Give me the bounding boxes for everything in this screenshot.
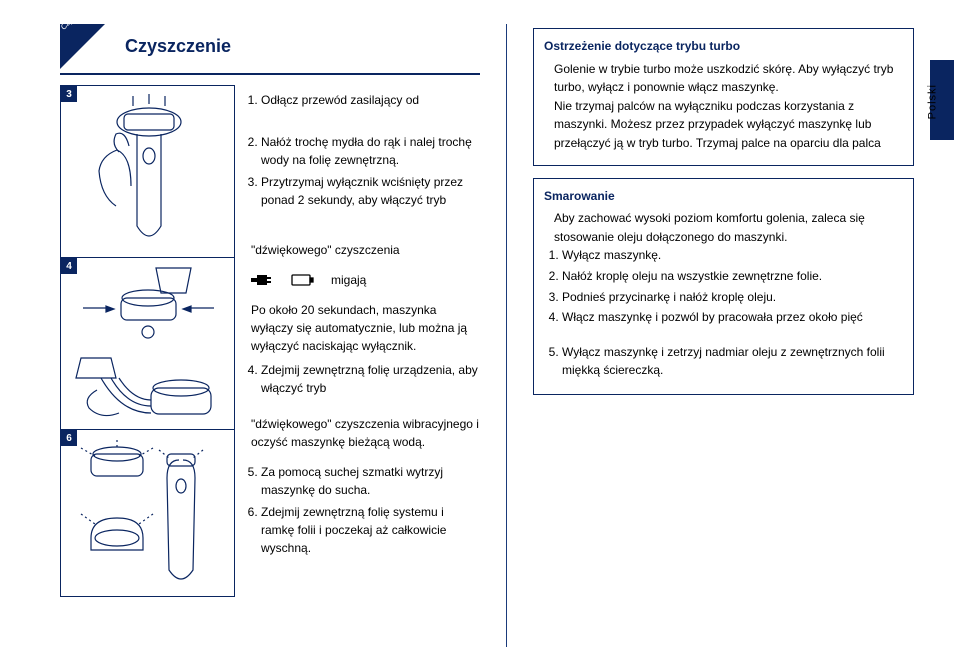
- corner-triangle: Czyszczenie: [60, 24, 105, 69]
- lubrication-box: Smarowanie Aby zachować wysoki poziom ko…: [533, 178, 914, 395]
- battery-icon: [291, 274, 315, 286]
- corner-label: Czyszczenie: [52, 0, 104, 38]
- column-separator: [506, 24, 507, 647]
- step-2: Nałóż trochę mydła do rąk i nalej trochę…: [261, 133, 480, 169]
- blink-indicator-row: migają: [251, 271, 480, 289]
- section-header: Czyszczenie Czyszczenie: [60, 24, 480, 75]
- lube-step-3: Podnieś przycinarkę i nałóż kroplę oleju…: [562, 288, 903, 307]
- turbo-warning-p1: Golenie w trybie turbo może uszkodzić sk…: [554, 60, 903, 97]
- step-4: Zdejmij zewnętrzną folię urządzenia, aby…: [261, 361, 480, 397]
- lube-step-2: Nałóż kroplę oleju na wszystkie zewnętrz…: [562, 267, 903, 286]
- diagram-3: 3: [61, 86, 234, 258]
- diagram-column: 3: [60, 85, 235, 597]
- page-columns: Czyszczenie Czyszczenie 3: [60, 24, 914, 647]
- diagram-4: 4: [61, 258, 234, 430]
- language-label: Polski: [926, 84, 938, 119]
- step-3: Przytrzymaj wyłącznik wciśnięty przez po…: [261, 173, 480, 209]
- diagram-number: 3: [61, 86, 77, 102]
- diagram-number: 6: [61, 430, 77, 446]
- step-4-sub: "dźwiękowego" czyszczenia wibracyjnego i…: [251, 415, 480, 451]
- column-right: Ostrzeżenie dotyczące trybu turbo Goleni…: [533, 24, 914, 647]
- blink-label: migają: [331, 271, 366, 289]
- content-row: 3: [60, 85, 480, 597]
- column-left: Czyszczenie Czyszczenie 3: [60, 24, 480, 647]
- steps-text: Odłącz przewód zasilający od Nałóż troch…: [245, 85, 480, 597]
- diagram-number: 4: [61, 258, 77, 274]
- diagram-6: 6: [61, 430, 234, 596]
- lubrication-title: Smarowanie: [544, 187, 903, 206]
- lube-step-4: Włącz maszynkę i pozwól by pracowała prz…: [562, 308, 903, 327]
- step-3-sub: "dźwiękowego" czyszczenia: [251, 241, 480, 259]
- rinse-illustration: [61, 258, 236, 428]
- lubrication-intro: Aby zachować wysoki poziom komfortu gole…: [544, 209, 903, 246]
- step-6: Zdejmij zewnętrzną folię systemu i ramkę…: [261, 503, 480, 557]
- plug-icon: [251, 273, 275, 287]
- section-title: Czyszczenie: [125, 36, 231, 57]
- lube-step-5: Wyłącz maszynkę i zetrzyj nadmiar oleju …: [562, 343, 903, 380]
- shaver-hand-illustration: [61, 86, 236, 256]
- step-3-after: Po około 20 sekundach, maszynka wyłączy …: [251, 301, 480, 355]
- step-5: Za pomocą suchej szmatki wytrzyj maszynk…: [261, 463, 480, 499]
- turbo-warning-p2: Nie trzymaj palców na wyłączniku podczas…: [554, 97, 903, 153]
- dry-parts-illustration: [61, 430, 236, 596]
- turbo-warning-title: Ostrzeżenie dotyczące trybu turbo: [544, 37, 903, 56]
- turbo-warning-box: Ostrzeżenie dotyczące trybu turbo Goleni…: [533, 28, 914, 166]
- step-1: Odłącz przewód zasilający od: [261, 91, 480, 109]
- lube-step-1: Wyłącz maszynkę.: [562, 246, 903, 265]
